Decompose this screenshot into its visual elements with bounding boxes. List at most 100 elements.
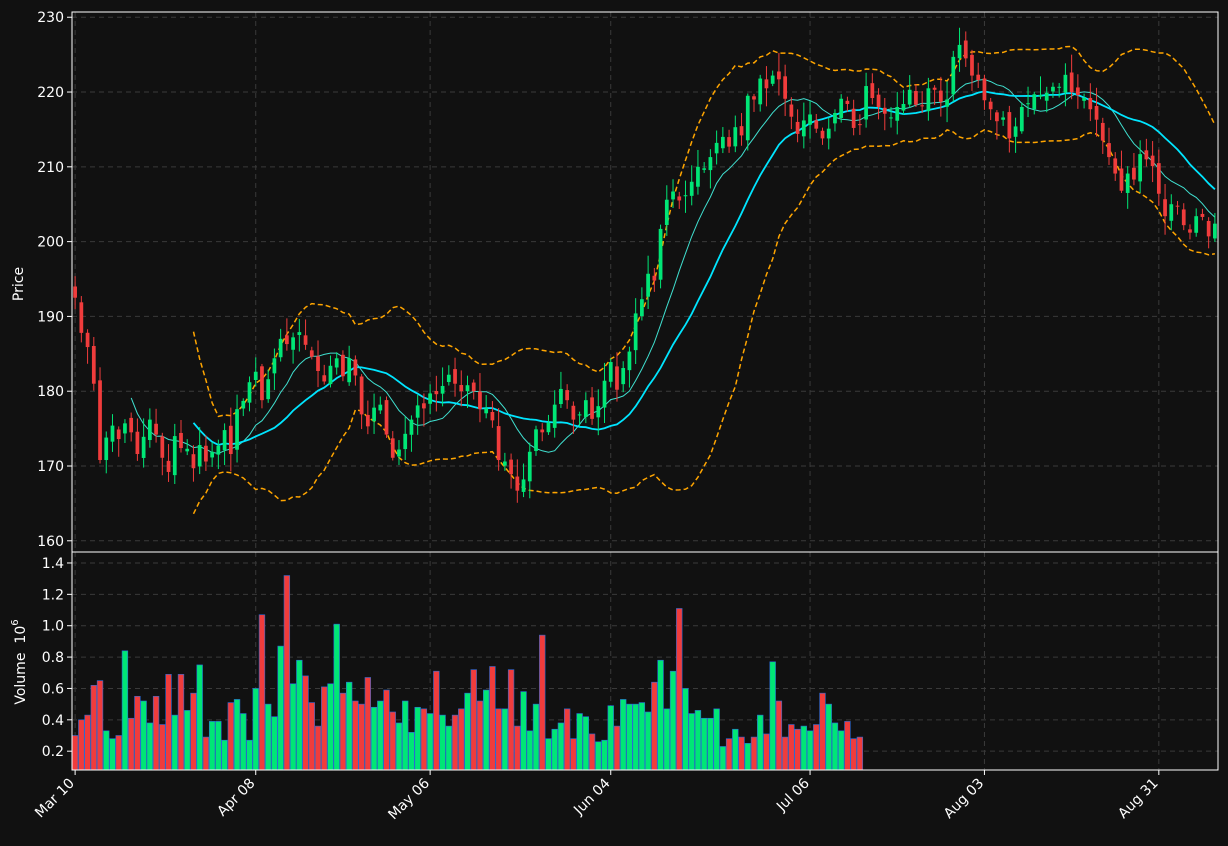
volume-bar xyxy=(676,608,683,771)
volume-bar xyxy=(601,739,608,771)
volume-bar xyxy=(781,736,789,771)
volume-axis-exponent: 10 xyxy=(13,626,29,644)
candle-body-up xyxy=(521,479,526,492)
candle-body-up xyxy=(708,157,713,171)
volume-bar xyxy=(408,732,415,771)
volume-bar xyxy=(221,739,228,771)
candle-body-down xyxy=(309,350,314,357)
candle-body-up xyxy=(253,371,258,380)
volume-bar xyxy=(520,691,527,771)
candle-body-up xyxy=(409,419,414,435)
volume-bar xyxy=(626,703,633,771)
volume-bar xyxy=(701,717,708,771)
candle-body-up xyxy=(546,422,551,433)
volume-bar xyxy=(84,714,91,771)
candle-body-up xyxy=(640,299,644,317)
candle-body-up xyxy=(123,423,127,434)
candle-body-up xyxy=(197,445,202,467)
volume-bar xyxy=(732,728,739,771)
candlesticks xyxy=(73,27,1217,503)
candle-body-down xyxy=(615,366,619,390)
candle-body-down xyxy=(154,423,158,435)
candle-body-up xyxy=(864,86,868,120)
volume-bar xyxy=(769,661,776,771)
volume-y-tick-label: 1.4 xyxy=(42,556,64,572)
candle-body-up xyxy=(110,425,115,442)
volume-bar xyxy=(657,659,664,771)
volume-bar xyxy=(838,730,845,771)
volume-bar xyxy=(115,735,122,771)
candle-body-down xyxy=(1107,143,1111,158)
candle-body-up xyxy=(583,400,588,418)
candle-body-up xyxy=(621,368,626,385)
candle-body-up xyxy=(372,407,376,422)
candle-body-down xyxy=(166,460,171,472)
candle-body-up xyxy=(671,191,675,200)
candle-body-up xyxy=(901,103,906,111)
candle-body-up xyxy=(291,337,295,350)
candle-body-down xyxy=(677,196,682,201)
candle-body-up xyxy=(1001,117,1005,120)
candle-body-down xyxy=(970,54,974,76)
candle-body-down xyxy=(390,438,395,458)
candle-body-down xyxy=(303,335,308,345)
candle-body-down xyxy=(976,74,981,81)
candle-body-up xyxy=(833,112,837,124)
candle-body-down xyxy=(777,71,781,80)
candle-body-up xyxy=(1057,86,1062,88)
volume-bar xyxy=(750,736,758,771)
candle-body-up xyxy=(484,408,489,414)
candle-body-down xyxy=(228,425,233,455)
volume-y-tick-label: 0.2 xyxy=(42,744,64,760)
volume-bar xyxy=(439,714,446,771)
candle-body-up xyxy=(185,448,190,452)
volume-bar xyxy=(651,681,658,771)
candle-body-down xyxy=(1119,168,1124,191)
volume-bar xyxy=(339,692,347,771)
candle-body-up xyxy=(278,338,283,358)
candle-body-up xyxy=(951,56,956,95)
candle-body-down xyxy=(540,429,545,433)
candle-body-down xyxy=(1132,167,1136,180)
candle-body-down xyxy=(920,105,925,107)
candle-body-down xyxy=(285,335,289,345)
candle-body-down xyxy=(652,275,657,281)
candle-body-up xyxy=(297,332,302,335)
volume-bar xyxy=(370,706,378,771)
volume-bar xyxy=(582,716,589,771)
volume-bar xyxy=(644,711,652,771)
volume-bar xyxy=(302,675,309,771)
candle-body-down xyxy=(453,369,457,384)
candle-body-up xyxy=(552,404,557,428)
price-y-axis: 160 170 180 190 200 210 220 230 xyxy=(37,10,72,550)
volume-bar xyxy=(364,677,372,771)
candle-body-up xyxy=(889,117,893,119)
candle-body-up xyxy=(895,106,900,121)
candle-body-up xyxy=(403,433,408,450)
candle-body-up xyxy=(328,365,333,385)
volume-bar xyxy=(296,659,303,771)
candle-body-up xyxy=(646,273,650,297)
candle-body-down xyxy=(820,130,825,139)
volume-bar xyxy=(78,719,85,771)
candle-body-up xyxy=(664,199,669,225)
volume-bar xyxy=(725,738,733,771)
candle-body-up xyxy=(696,166,700,187)
bollinger-bands xyxy=(192,45,1216,515)
candle-body-down xyxy=(727,137,731,147)
volume-bar xyxy=(196,664,203,771)
volume-bar xyxy=(277,645,284,771)
candle-body-up xyxy=(440,385,445,394)
volume-bar xyxy=(713,708,720,771)
candle-body-down xyxy=(1163,199,1167,217)
volume-bar xyxy=(233,699,241,771)
volume-bar xyxy=(514,725,521,771)
candle-body-down xyxy=(1188,229,1192,233)
candle-body-up xyxy=(633,313,638,351)
volume-bar xyxy=(451,714,459,771)
volume-bar xyxy=(227,702,234,771)
candle-body-down xyxy=(1156,163,1161,194)
candle-body-up xyxy=(733,127,738,147)
